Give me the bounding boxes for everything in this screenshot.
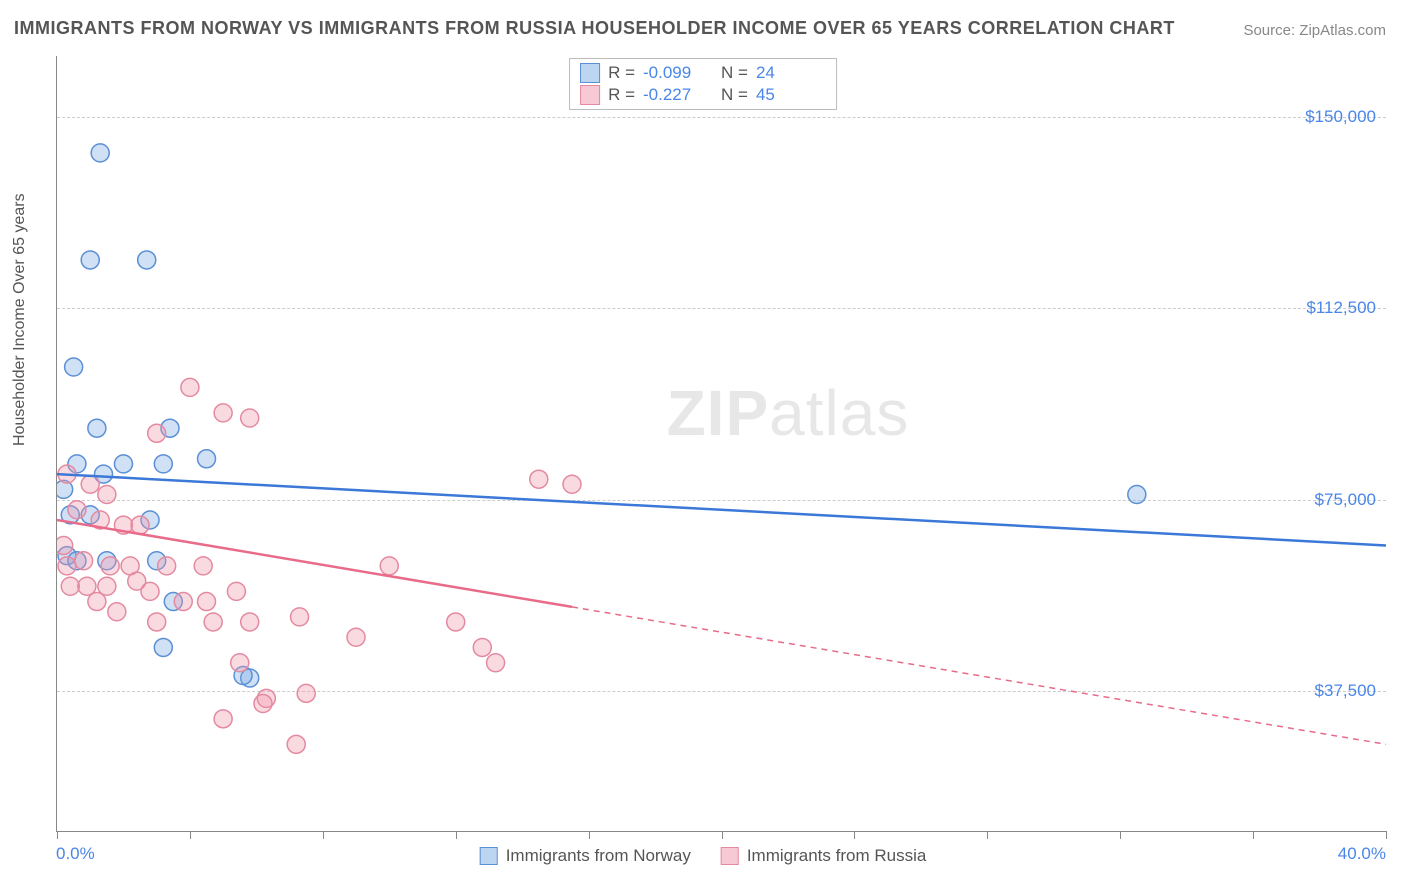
stat-row-russia: R = -0.227 N = 45 <box>580 84 826 106</box>
stat-R-label: R = <box>608 85 635 105</box>
legend-item-russia: Immigrants from Russia <box>721 846 926 866</box>
stat-row-norway: R = -0.099 N = 24 <box>580 62 826 84</box>
x-axis-min-label: 0.0% <box>56 844 95 864</box>
chart-title: IMMIGRANTS FROM NORWAY VS IMMIGRANTS FRO… <box>14 18 1175 39</box>
legend-item-norway: Immigrants from Norway <box>480 846 691 866</box>
stat-R-label: R = <box>608 63 635 83</box>
stat-N-norway: 24 <box>756 63 826 83</box>
stat-R-russia: -0.227 <box>643 85 713 105</box>
y-axis-label: Householder Income Over 65 years <box>11 193 29 446</box>
stat-N-russia: 45 <box>756 85 826 105</box>
source-label: Source: ZipAtlas.com <box>1243 22 1386 39</box>
stat-N-label: N = <box>721 63 748 83</box>
stats-legend-box: R = -0.099 N = 24 R = -0.227 N = 45 <box>569 58 837 110</box>
stat-N-label: N = <box>721 85 748 105</box>
legend-bottom: Immigrants from Norway Immigrants from R… <box>480 846 927 866</box>
legend-label-russia: Immigrants from Russia <box>747 846 926 866</box>
chart-svg <box>57 56 1386 831</box>
x-axis-max-label: 40.0% <box>1338 844 1386 864</box>
swatch-norway <box>580 63 600 83</box>
plot-area: ZIPatlas $37,500$75,000$112,500$150,000 <box>56 56 1386 832</box>
swatch-norway <box>480 847 498 865</box>
swatch-russia <box>580 85 600 105</box>
stat-R-norway: -0.099 <box>643 63 713 83</box>
legend-label-norway: Immigrants from Norway <box>506 846 691 866</box>
swatch-russia <box>721 847 739 865</box>
